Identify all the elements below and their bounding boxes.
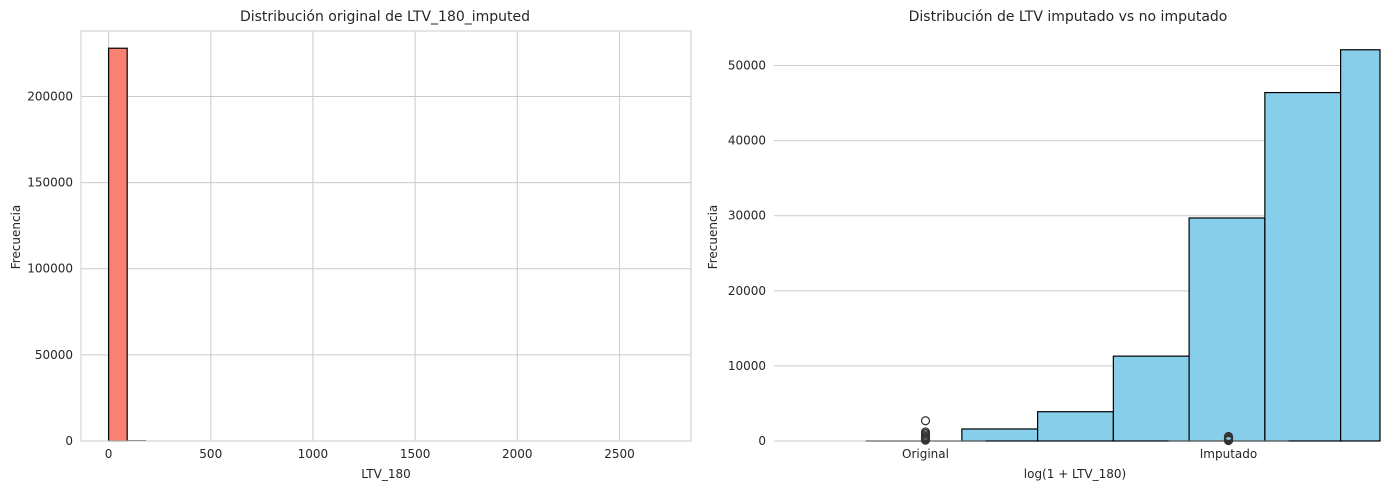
outlier-point bbox=[1223, 435, 1234, 446]
y-tick-label: 10000 bbox=[728, 359, 766, 373]
y-tick-label: 50000 bbox=[728, 59, 766, 73]
y-tick-labels: 0 10000 20000 30000 40000 50000 bbox=[728, 59, 766, 448]
histogram-bar bbox=[1037, 411, 1114, 442]
histogram-bar bbox=[107, 47, 128, 442]
x-tick-label: 2000 bbox=[502, 447, 533, 461]
x-tick-label: Imputado bbox=[1200, 447, 1257, 461]
y-tick-label: 30000 bbox=[728, 209, 766, 223]
chart-title: Distribución de LTV imputado vs no imput… bbox=[909, 9, 1228, 25]
left-chart: Distribución original de LTV_180_imputed… bbox=[9, 9, 692, 481]
y-tick-label: 0 bbox=[758, 434, 766, 448]
x-axis-label: LTV_180 bbox=[361, 467, 410, 481]
histogram-bars bbox=[961, 49, 1381, 442]
histogram-bars bbox=[107, 47, 667, 442]
y-tick-label: 40000 bbox=[728, 134, 766, 148]
outlier-point bbox=[920, 435, 931, 445]
x-tick-labels: 0 500 1000 1500 2000 2500 bbox=[105, 447, 635, 461]
x-tick-label: 0 bbox=[105, 447, 113, 461]
y-tick-label: 200000 bbox=[27, 89, 73, 103]
x-tick-label: 1000 bbox=[298, 447, 329, 461]
histogram-bar bbox=[1112, 355, 1190, 442]
y-tick-label: 50000 bbox=[35, 348, 73, 362]
right-chart: Distribución de LTV imputado vs no imput… bbox=[706, 9, 1381, 481]
chart-title: Distribución original de LTV_180_imputed bbox=[240, 9, 530, 25]
y-tick-labels: 0 50000 100000 150000 200000 bbox=[27, 89, 73, 448]
outlier-point bbox=[920, 416, 931, 426]
x-tick-label: 2500 bbox=[604, 447, 635, 461]
histogram-bar bbox=[961, 428, 1039, 442]
y-tick-label: 150000 bbox=[27, 176, 73, 190]
boxplot-outliers bbox=[865, 416, 1289, 446]
y-axis-label: Frecuencia bbox=[706, 205, 720, 270]
grid bbox=[81, 31, 691, 442]
x-tick-label: 1500 bbox=[400, 447, 431, 461]
histogram-bar bbox=[1188, 217, 1266, 442]
y-tick-label: 100000 bbox=[27, 262, 73, 276]
x-tick-labels: Original Imputado bbox=[902, 447, 1257, 461]
x-axis-label: log(1 + LTV_180) bbox=[1024, 467, 1126, 481]
x-tick-label: 500 bbox=[199, 447, 222, 461]
y-tick-label: 20000 bbox=[728, 284, 766, 298]
plot-frame bbox=[80, 30, 692, 442]
y-axis-label: Frecuencia bbox=[9, 205, 23, 270]
histogram-bar bbox=[1264, 91, 1342, 442]
histogram-bar bbox=[1340, 49, 1381, 442]
y-tick-label: 0 bbox=[65, 434, 73, 448]
x-tick-label: Original bbox=[902, 447, 949, 461]
